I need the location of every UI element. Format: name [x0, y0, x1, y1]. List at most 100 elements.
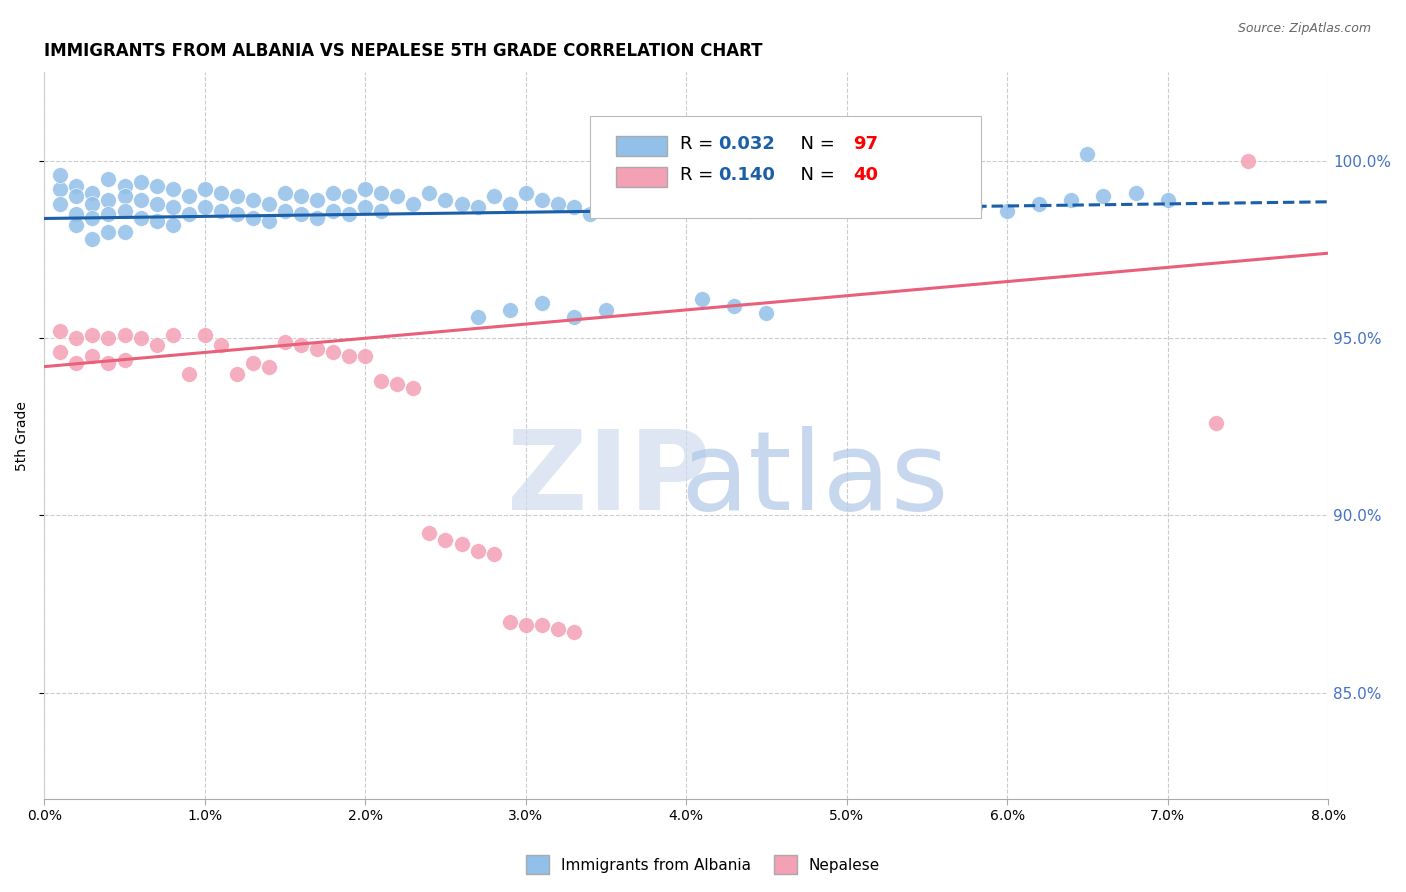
Text: 40: 40 [853, 166, 879, 184]
Point [450, 196, 472, 211]
Point [177, 207, 200, 221]
Point [659, 200, 682, 214]
Point [755, 306, 778, 320]
Point [49, 196, 72, 211]
Point [290, 338, 312, 352]
Point [434, 533, 457, 548]
Point [162, 200, 184, 214]
Text: Source: ZipAtlas.com: Source: ZipAtlas.com [1237, 22, 1371, 36]
Point [177, 367, 200, 381]
Point [772, 196, 794, 211]
Point [114, 225, 136, 239]
Point [610, 196, 633, 211]
Point [145, 178, 167, 193]
Point [194, 200, 217, 214]
Point [97, 331, 120, 345]
Point [499, 302, 522, 317]
Point [114, 178, 136, 193]
Point [995, 203, 1018, 218]
Point [1125, 186, 1147, 200]
Point [482, 189, 505, 203]
Point [835, 193, 858, 207]
Text: R =: R = [679, 166, 718, 184]
Point [900, 200, 922, 214]
Point [322, 186, 344, 200]
Point [114, 189, 136, 203]
Point [450, 537, 472, 551]
Text: atlas: atlas [681, 425, 949, 533]
Point [562, 200, 585, 214]
Point [82, 211, 104, 225]
Point [242, 193, 264, 207]
Point [307, 342, 329, 356]
Point [643, 193, 665, 207]
Point [162, 182, 184, 196]
Point [387, 189, 409, 203]
Point [65, 189, 87, 203]
Point [499, 196, 522, 211]
Point [65, 356, 87, 370]
Point [354, 349, 377, 363]
Point [803, 200, 825, 214]
Point [242, 356, 264, 370]
FancyBboxPatch shape [616, 136, 666, 156]
Text: 0.032: 0.032 [718, 135, 775, 153]
Point [418, 526, 440, 541]
Point [1156, 193, 1178, 207]
Point [482, 548, 505, 562]
Point [690, 293, 713, 307]
Point [129, 331, 152, 345]
Point [82, 349, 104, 363]
Point [49, 324, 72, 338]
Point [97, 207, 120, 221]
Point [97, 356, 120, 370]
Y-axis label: 5th Grade: 5th Grade [15, 401, 30, 471]
Point [370, 203, 392, 218]
Point [354, 200, 377, 214]
Point [194, 327, 217, 342]
Point [225, 207, 247, 221]
Point [307, 211, 329, 225]
Point [434, 193, 457, 207]
Point [49, 345, 72, 359]
Point [467, 544, 489, 558]
Point [932, 193, 955, 207]
Point [370, 374, 392, 388]
Point [1092, 189, 1115, 203]
Point [274, 334, 297, 349]
Point [530, 618, 553, 632]
Text: 0.140: 0.140 [718, 166, 775, 184]
Point [290, 189, 312, 203]
Point [225, 367, 247, 381]
Point [65, 218, 87, 232]
Text: N =: N = [789, 166, 841, 184]
Point [257, 196, 280, 211]
Point [290, 207, 312, 221]
Point [274, 203, 297, 218]
Point [97, 225, 120, 239]
Point [209, 186, 232, 200]
Point [515, 618, 537, 632]
Point [530, 295, 553, 310]
Point [595, 302, 617, 317]
Text: ZIP: ZIP [508, 425, 711, 533]
Point [579, 207, 602, 221]
Point [675, 196, 697, 211]
Point [707, 200, 730, 214]
Point [162, 327, 184, 342]
Point [114, 327, 136, 342]
Point [1028, 196, 1050, 211]
Point [562, 625, 585, 640]
Point [627, 200, 650, 214]
Point [82, 196, 104, 211]
Point [499, 615, 522, 629]
Point [740, 203, 762, 218]
Point [162, 218, 184, 232]
Point [194, 182, 217, 196]
Point [145, 338, 167, 352]
Point [209, 338, 232, 352]
Point [1205, 417, 1227, 431]
Point [65, 331, 87, 345]
Point [82, 186, 104, 200]
Point [97, 193, 120, 207]
